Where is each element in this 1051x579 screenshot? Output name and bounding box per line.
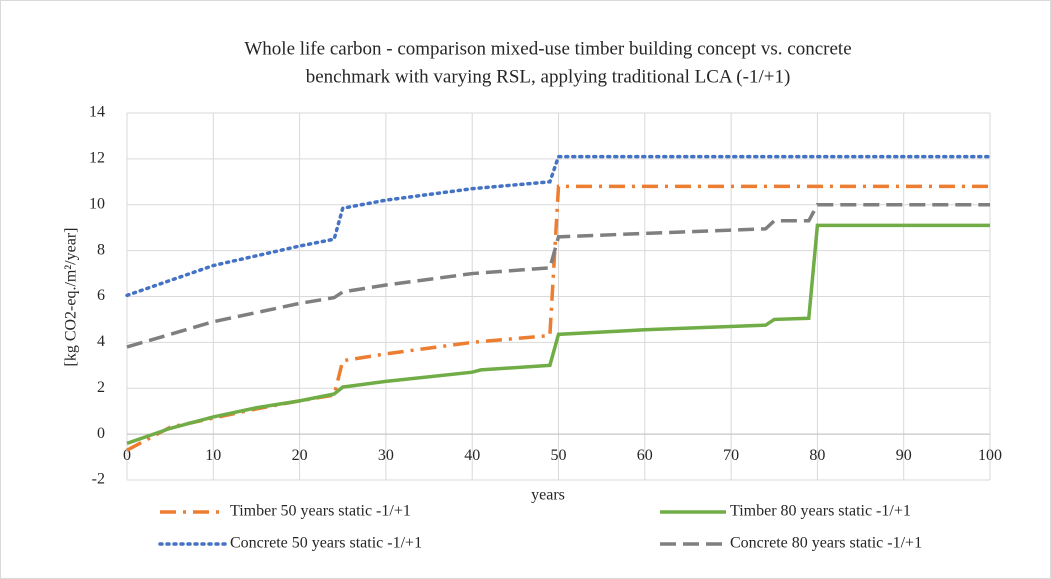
y-tick-label: -2 xyxy=(92,471,105,488)
legend-label: Timber 50 years static -1/+1 xyxy=(230,503,411,520)
x-tick-label: 40 xyxy=(464,447,480,464)
x-tick-label: 20 xyxy=(292,447,308,464)
x-tick-label: 50 xyxy=(551,447,567,464)
series-line xyxy=(125,154,992,298)
chart-title: benchmark with varying RSL, applying tra… xyxy=(306,66,791,87)
x-tick-label: 0 xyxy=(123,447,131,464)
x-tick-label: 10 xyxy=(205,447,221,464)
y-tick-label: 6 xyxy=(97,287,105,304)
legend-label: Timber 80 years static -1/+1 xyxy=(730,503,911,520)
y-tick-label: 14 xyxy=(89,104,105,121)
chart-title: Whole life carbon - comparison mixed-use… xyxy=(244,38,851,59)
series-line xyxy=(126,184,990,452)
x-tick-label: 30 xyxy=(378,447,394,464)
series-line xyxy=(126,223,990,445)
x-tick-label: 60 xyxy=(637,447,653,464)
x-tick-label: 80 xyxy=(809,447,825,464)
y-tick-label: 12 xyxy=(89,150,105,167)
x-tick-label: 70 xyxy=(723,447,739,464)
x-axis-label: years xyxy=(531,487,565,504)
x-tick-label: 100 xyxy=(978,447,1002,464)
series-line xyxy=(126,203,990,349)
y-tick-label: 8 xyxy=(97,241,105,258)
y-tick-label: 10 xyxy=(89,195,105,212)
y-tick-label: 4 xyxy=(97,333,105,350)
y-tick-label: 0 xyxy=(97,425,105,442)
y-tick-label: 2 xyxy=(97,379,105,396)
x-tick-label: 90 xyxy=(896,447,912,464)
legend-label: Concrete 50 years static -1/+1 xyxy=(230,535,422,552)
y-axis-label: [kg CO2-eq./m²/year] xyxy=(63,228,80,367)
legend-label: Concrete 80 years static -1/+1 xyxy=(730,535,922,552)
